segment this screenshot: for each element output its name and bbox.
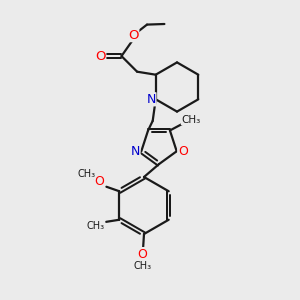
Text: N: N	[146, 93, 156, 106]
Text: CH₃: CH₃	[134, 261, 152, 271]
Text: CH₃: CH₃	[87, 221, 105, 231]
Text: O: O	[95, 50, 106, 63]
Text: O: O	[178, 145, 188, 158]
Text: O: O	[138, 248, 147, 261]
Text: O: O	[94, 175, 104, 188]
Text: N: N	[130, 145, 140, 158]
Text: CH₃: CH₃	[181, 115, 201, 125]
Text: CH₃: CH₃	[77, 169, 95, 179]
Text: O: O	[128, 28, 139, 42]
